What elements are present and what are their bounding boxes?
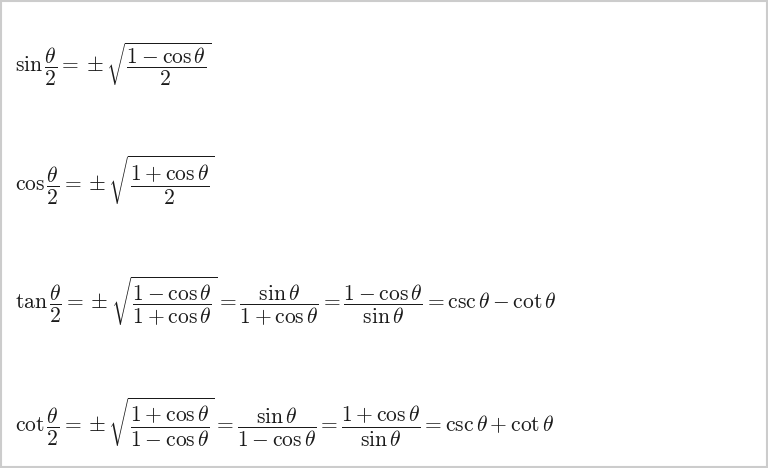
Text: $\sin\dfrac{\theta}{2} = \pm\sqrt{\dfrac{1-\cos\theta}{2}}$: $\sin\dfrac{\theta}{2} = \pm\sqrt{\dfrac… <box>15 41 212 88</box>
Text: $\cot\dfrac{\theta}{2} = \pm\sqrt{\dfrac{1+\cos\theta}{1-\cos\theta}} = \dfrac{\: $\cot\dfrac{\theta}{2} = \pm\sqrt{\dfrac… <box>15 396 554 449</box>
Text: $\cos\dfrac{\theta}{2} = \pm\sqrt{\dfrac{1+\cos\theta}{2}}$: $\cos\dfrac{\theta}{2} = \pm\sqrt{\dfrac… <box>15 154 215 207</box>
Text: $\tan\dfrac{\theta}{2} = \pm\sqrt{\dfrac{1-\cos\theta}{1+\cos\theta}} = \dfrac{\: $\tan\dfrac{\theta}{2} = \pm\sqrt{\dfrac… <box>15 275 557 328</box>
